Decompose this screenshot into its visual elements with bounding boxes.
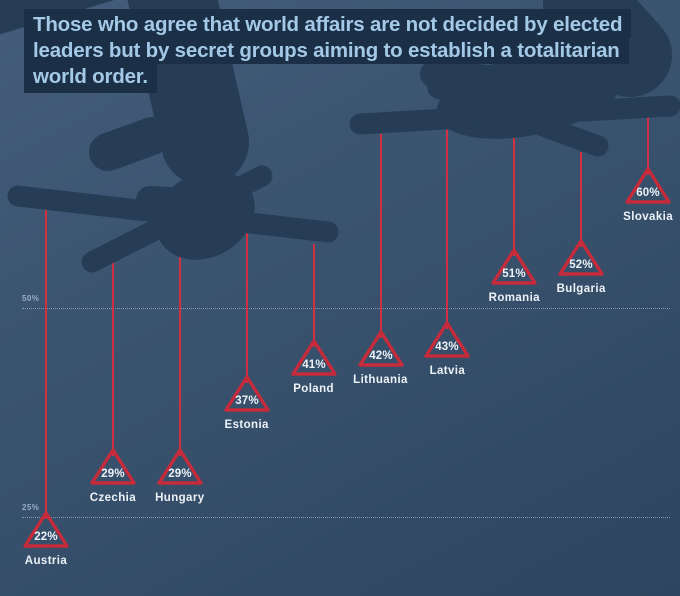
puppet-string-hungary [178,225,181,456]
country-label: Estonia [224,419,269,432]
gridline-50-label: 50% [22,294,40,303]
marker-value: 29% [168,468,192,480]
chart-title: Those who agree that world affairs are n… [24,9,632,93]
data-marker-romania: 51% Romania [454,246,574,304]
country-label: Latvia [429,364,466,377]
marker-value: 22% [34,531,58,543]
triangle-marker-icon: 43% [424,321,471,358]
marker-value: 51% [502,268,526,280]
chart-title-line-3: world order. [24,64,157,93]
country-label: Austria [24,554,68,567]
puppet-string-poland [312,244,315,347]
country-label: Poland [293,382,334,395]
triangle-marker-icon: 41% [290,339,337,376]
chart-title-line-2: leaders but by secret groups aiming to e… [24,38,629,64]
triangle-marker-icon: 52% [558,239,604,277]
puppet-string-czechia [111,261,114,456]
right-control-bar-b [427,77,609,157]
data-marker-latvia: 43% Latvia [387,319,507,377]
marker-value: 60% [636,187,660,199]
data-marker-slovakia: 60% Slovakia [588,165,680,223]
triangle-marker-icon: 51% [491,248,537,286]
right-finger-1-silhouette [420,60,512,94]
triangle-marker-icon: 42% [357,330,404,367]
marker-value: 43% [436,341,460,353]
left-control-bar-b [81,165,273,273]
gridline-25-label: 25% [22,503,40,512]
marker-value: 41% [302,359,326,371]
puppet-string-lithuania [379,134,382,338]
country-label: Lithuania [353,373,408,386]
marker-value: 52% [569,259,593,271]
puppet-string-romania [513,132,516,257]
data-marker-czechia: 29% Czechia [53,446,173,504]
country-label: Bulgaria [556,283,606,296]
data-marker-hungary: 29% Hungary [120,446,240,504]
chart-title-line-1: Those who agree that world affairs are n… [24,9,632,38]
gridline-50 [22,308,670,309]
country-label: Czechia [89,491,137,504]
data-marker-estonia: 37% Estonia [187,373,307,431]
triangle-marker-icon: 60% [625,167,671,204]
puppet-string-austria [45,210,47,519]
gridline-25 [22,517,670,518]
data-marker-poland: 41% Poland [254,337,374,395]
puppet-string-estonia [245,192,248,384]
puppet-string-slovakia [647,117,650,175]
country-label: Slovakia [623,211,674,223]
country-label: Romania [488,292,540,305]
puppet-string-bulgaria [580,152,583,248]
marker-value: 42% [369,350,393,362]
data-marker-lithuania: 42% Lithuania [321,328,441,386]
country-label: Hungary [155,491,205,504]
marker-value: 37% [235,395,259,407]
marker-value: 29% [101,468,125,480]
left-thumb-silhouette [89,117,171,171]
triangle-marker-icon: 29% [90,447,136,485]
puppet-string-latvia [446,97,449,329]
triangle-marker-icon: 29% [157,447,203,485]
data-marker-bulgaria: 52% Bulgaria [521,237,641,295]
data-marker-austria: 22% Austria [0,509,106,567]
triangle-marker-icon: 37% [223,375,270,412]
triangle-marker-icon: 22% [23,511,69,548]
